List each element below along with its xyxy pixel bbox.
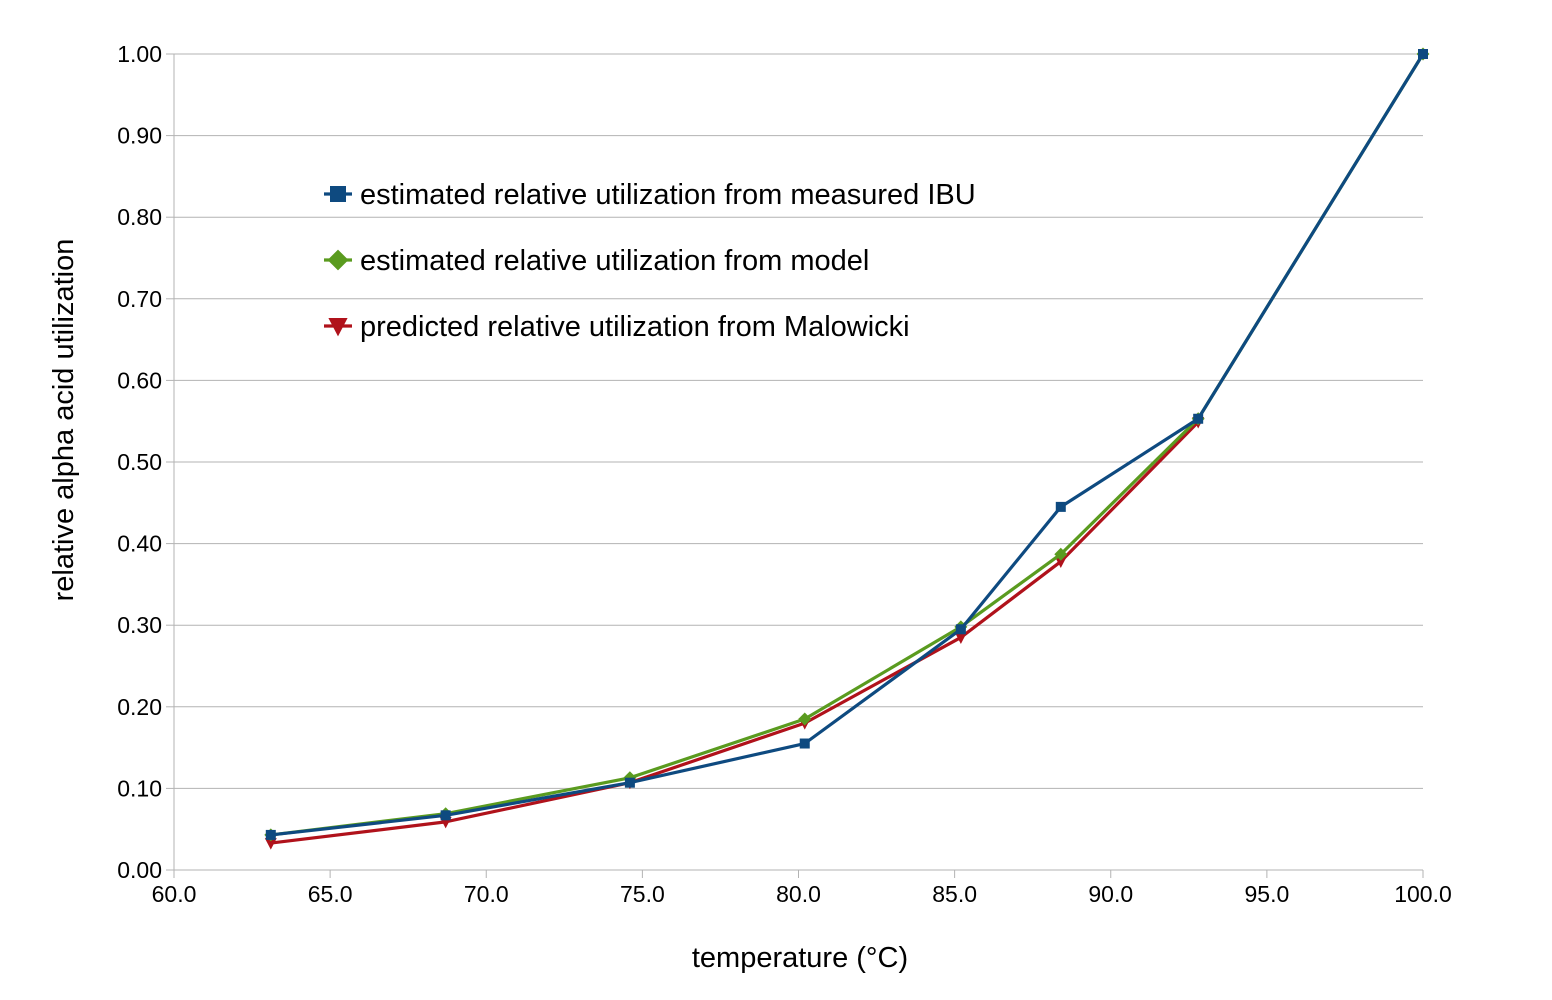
data-point-triangle (264, 838, 277, 850)
legend-label: predicted relative utilization from Malo… (360, 311, 910, 343)
data-point-triangle (1054, 556, 1067, 569)
series-line (269, 52, 1425, 837)
x-tick-label: 65.0 (308, 881, 353, 907)
x-axis-title: temperature (°C) (692, 942, 908, 974)
data-point-triangle (954, 632, 967, 644)
y-tick-label: 0.00 (117, 857, 162, 883)
y-tick-label: 0.70 (117, 286, 162, 312)
x-tick-label: 75.0 (620, 881, 665, 907)
data-point-square (799, 738, 810, 749)
x-tick-label: 95.0 (1244, 881, 1289, 907)
data-point-square (1193, 413, 1204, 424)
legend-label: estimated relative utilization from mode… (360, 245, 869, 277)
data-point-diamond (798, 712, 812, 726)
y-tick-label: 0.10 (117, 775, 162, 801)
data-point-square (955, 624, 966, 635)
legend-label: estimated relative utilization from meas… (360, 179, 976, 211)
legend-item: estimated relative utilization from mode… (324, 245, 869, 277)
gridlines (174, 53, 1423, 789)
x-tick-label: 70.0 (464, 881, 509, 907)
legend-item: estimated relative utilization from meas… (324, 179, 976, 211)
x-tick-label: 85.0 (932, 881, 977, 907)
x-tick-label: 100.0 (1394, 881, 1452, 907)
y-tick-label: 0.80 (117, 204, 162, 230)
data-point-square (330, 186, 346, 202)
data-point-square (440, 810, 451, 821)
y-tick-label: 0.20 (117, 694, 162, 720)
data-point-square (1055, 501, 1066, 512)
series-3 (264, 417, 1205, 850)
x-tick-label: 90.0 (1088, 881, 1133, 907)
series-line (269, 420, 1200, 845)
data-point-square (265, 829, 276, 840)
x-tick-label: 60.0 (152, 881, 197, 907)
series-1 (265, 49, 1428, 840)
y-tick-label: 0.30 (117, 612, 162, 638)
legend: estimated relative utilization from meas… (324, 179, 976, 343)
data-point-square (624, 777, 635, 788)
y-axis-title: relative alpha acid utilization (48, 239, 80, 602)
series-group (264, 47, 1430, 850)
y-tick-label: 0.90 (117, 123, 162, 149)
data-point-diamond (1054, 547, 1068, 561)
y-tick-label: 0.40 (117, 531, 162, 557)
x-tick-label: 80.0 (776, 881, 821, 907)
series-2 (264, 47, 1430, 842)
y-tick-label: 0.50 (117, 449, 162, 475)
data-point-square (1418, 49, 1428, 59)
y-tick-label: 0.60 (117, 367, 162, 393)
data-point-triangle (328, 318, 348, 337)
data-point-diamond (327, 249, 349, 271)
axes: 0.00 0.10 0.20 0.30 0.40 0.50 0.60 0.70 0.80 0.90… (117, 41, 1452, 907)
y-tick-label: 1.00 (117, 41, 162, 67)
legend-item: predicted relative utilization from Malo… (324, 311, 910, 343)
series-line (269, 52, 1425, 837)
